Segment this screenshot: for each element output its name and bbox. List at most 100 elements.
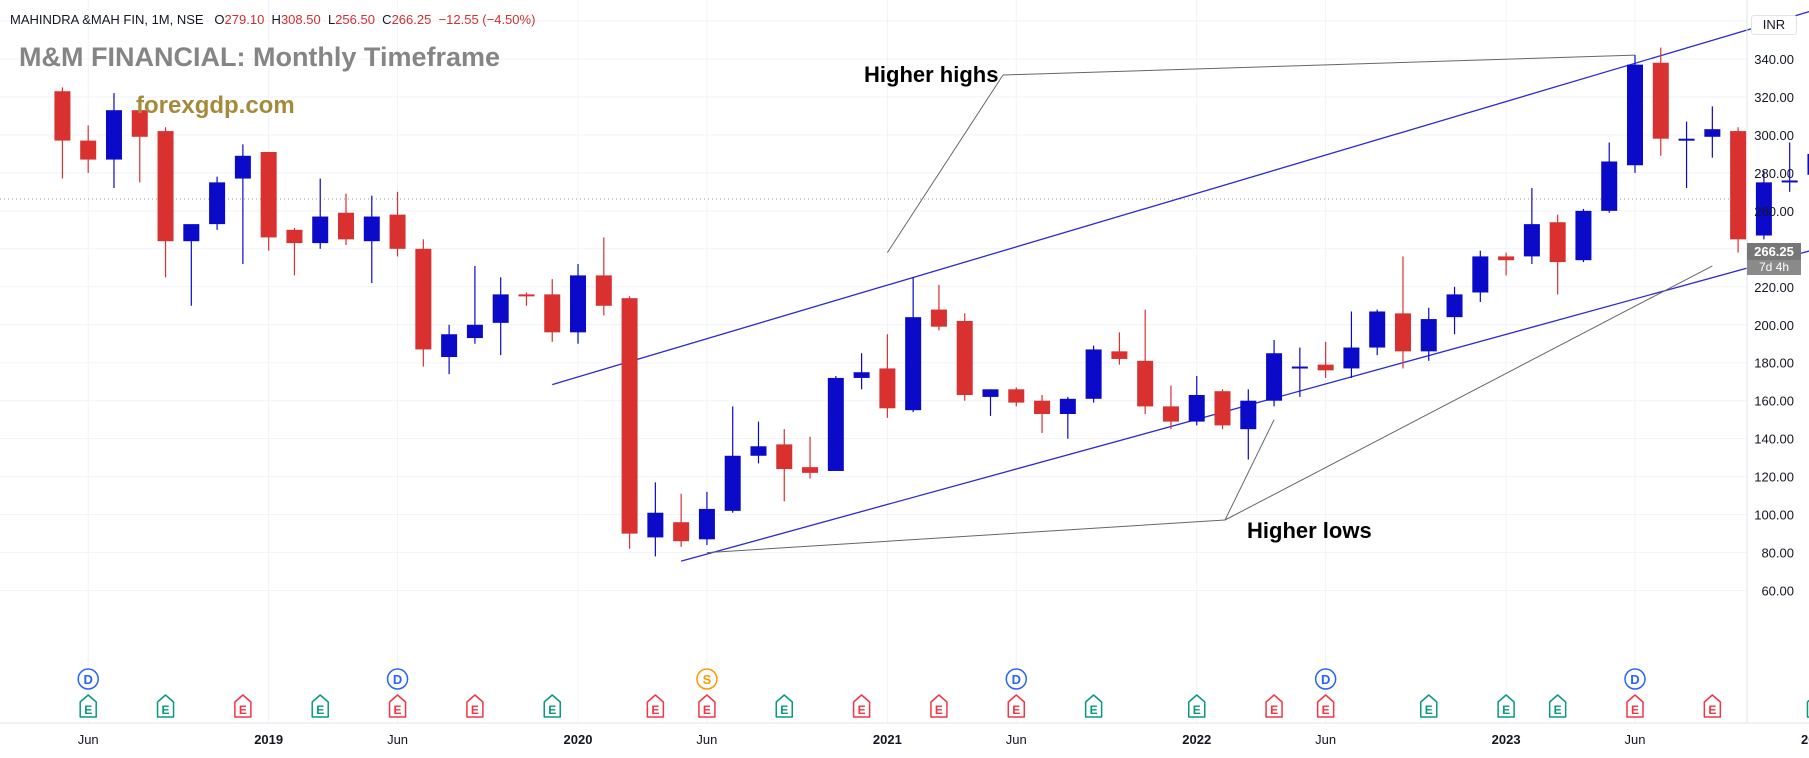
earnings-marker[interactable]: E bbox=[388, 694, 407, 718]
candle[interactable] bbox=[1472, 250, 1489, 302]
earnings-marker[interactable]: E bbox=[1187, 694, 1206, 718]
earnings-marker[interactable]: E bbox=[930, 694, 948, 718]
candle-body[interactable] bbox=[1111, 351, 1128, 359]
candle[interactable] bbox=[234, 144, 251, 265]
candle-body[interactable] bbox=[260, 151, 277, 238]
candle-body[interactable] bbox=[595, 275, 612, 306]
candle-body[interactable] bbox=[1601, 161, 1618, 211]
candle[interactable] bbox=[1240, 389, 1257, 460]
candle-body[interactable] bbox=[1523, 224, 1540, 257]
currency-button[interactable]: INR bbox=[1751, 15, 1797, 35]
candle-body[interactable] bbox=[1034, 400, 1051, 414]
candle-body[interactable] bbox=[1369, 311, 1386, 348]
candle-body[interactable] bbox=[415, 248, 432, 350]
candle-body[interactable] bbox=[750, 446, 767, 456]
earnings-marker[interactable]: E bbox=[79, 694, 97, 718]
dividend-marker[interactable]: D bbox=[1314, 668, 1337, 690]
candle-body[interactable] bbox=[1549, 222, 1566, 263]
candle-body[interactable] bbox=[1627, 64, 1643, 166]
candle[interactable] bbox=[1214, 389, 1231, 430]
candle[interactable] bbox=[956, 313, 973, 401]
symbol-name[interactable]: MAHINDRA &MAH FIN, 1M, NSE bbox=[10, 12, 204, 27]
earnings-marker[interactable]: E bbox=[775, 694, 794, 718]
candle-body[interactable] bbox=[1575, 210, 1592, 261]
candle-body[interactable] bbox=[209, 182, 226, 225]
candle[interactable] bbox=[570, 264, 587, 344]
candle[interactable] bbox=[415, 239, 432, 367]
candle[interactable] bbox=[1781, 142, 1798, 192]
candle[interactable] bbox=[1034, 395, 1051, 433]
candle[interactable] bbox=[80, 125, 97, 173]
candle-body[interactable] bbox=[673, 522, 690, 542]
candle-body[interactable] bbox=[853, 372, 870, 378]
candle[interactable] bbox=[157, 127, 174, 278]
candle-body[interactable] bbox=[1317, 364, 1334, 371]
candle-body[interactable] bbox=[698, 508, 715, 540]
candle-body[interactable] bbox=[441, 334, 458, 358]
candle-body[interactable] bbox=[312, 216, 329, 244]
dividend-marker[interactable]: D bbox=[1005, 668, 1028, 690]
candle-body[interactable] bbox=[621, 298, 638, 534]
upper-channel-line[interactable] bbox=[552, 0, 1809, 386]
price-axis[interactable]: 60.00 80.00 100.00 120.00 140.00 160.00 180.00… bbox=[1746, 0, 1794, 723]
candle-body[interactable] bbox=[1214, 391, 1231, 426]
candle-body[interactable] bbox=[1781, 180, 1798, 183]
candle[interactable] bbox=[1549, 214, 1566, 295]
candle-body[interactable] bbox=[570, 275, 587, 333]
candle-body[interactable] bbox=[1085, 349, 1102, 399]
higher-highs-label[interactable]: Higher highs bbox=[864, 62, 999, 87]
earnings-marker[interactable]: E bbox=[1548, 694, 1567, 718]
candle[interactable] bbox=[54, 87, 71, 179]
candle-body[interactable] bbox=[1755, 182, 1772, 236]
candle[interactable] bbox=[209, 176, 226, 230]
candle-body[interactable] bbox=[466, 324, 483, 339]
candle-body[interactable] bbox=[724, 455, 741, 511]
candle[interactable] bbox=[1730, 127, 1747, 253]
candle[interactable] bbox=[131, 102, 148, 183]
candle-body[interactable] bbox=[982, 389, 999, 397]
candle[interactable] bbox=[1008, 387, 1025, 407]
candle[interactable] bbox=[1266, 339, 1283, 407]
candle[interactable] bbox=[1369, 309, 1386, 356]
earnings-marker[interactable]: E bbox=[1265, 694, 1283, 718]
candle[interactable] bbox=[776, 429, 793, 502]
candle[interactable] bbox=[492, 277, 509, 356]
candle-body[interactable] bbox=[905, 317, 922, 411]
candle[interactable] bbox=[183, 224, 200, 306]
candle-body[interactable] bbox=[157, 131, 174, 242]
higher-lows-label[interactable]: Higher lows bbox=[1247, 518, 1372, 543]
candle[interactable] bbox=[1498, 252, 1515, 276]
candle[interactable] bbox=[1059, 396, 1076, 439]
candle-body[interactable] bbox=[1240, 400, 1257, 430]
candle-body[interactable] bbox=[1008, 389, 1025, 403]
candle-body[interactable] bbox=[879, 368, 896, 409]
earnings-marker[interactable]: E bbox=[466, 694, 484, 718]
candle[interactable] bbox=[1807, 137, 1809, 202]
earnings-marker[interactable]: E bbox=[698, 694, 716, 718]
candle-body[interactable] bbox=[827, 377, 844, 471]
candle[interactable] bbox=[1678, 121, 1695, 189]
candle[interactable] bbox=[905, 277, 922, 413]
candle-body[interactable] bbox=[1704, 129, 1721, 137]
candle-body[interactable] bbox=[802, 467, 819, 473]
candle[interactable] bbox=[1652, 47, 1669, 156]
candle[interactable] bbox=[698, 491, 715, 546]
event-markers[interactable]: DDDDDSEEEEEEEEEEEEEEEEEEEEEEE⚡ bbox=[77, 668, 1809, 718]
earnings-marker[interactable]: E bbox=[234, 694, 252, 718]
candle[interactable] bbox=[389, 191, 406, 257]
candle[interactable] bbox=[363, 195, 380, 283]
candle[interactable] bbox=[312, 178, 329, 249]
candle-body[interactable] bbox=[234, 155, 251, 179]
candle[interactable] bbox=[1111, 332, 1128, 365]
candle[interactable] bbox=[647, 482, 664, 557]
candle[interactable] bbox=[1601, 142, 1618, 213]
earnings-marker[interactable]: E bbox=[1703, 694, 1722, 718]
candle[interactable] bbox=[518, 292, 535, 306]
candle[interactable] bbox=[930, 284, 947, 331]
candle-body[interactable] bbox=[389, 214, 406, 249]
candle-body[interactable] bbox=[286, 229, 303, 244]
time-axis[interactable]: Jun 2019 Jun 2020 Jun 2021 Jun 2022 Jun 2023 Jun 20… bbox=[0, 722, 1809, 747]
candle[interactable] bbox=[724, 406, 741, 513]
candle-body[interactable] bbox=[54, 91, 71, 141]
candle[interactable] bbox=[1523, 188, 1540, 265]
